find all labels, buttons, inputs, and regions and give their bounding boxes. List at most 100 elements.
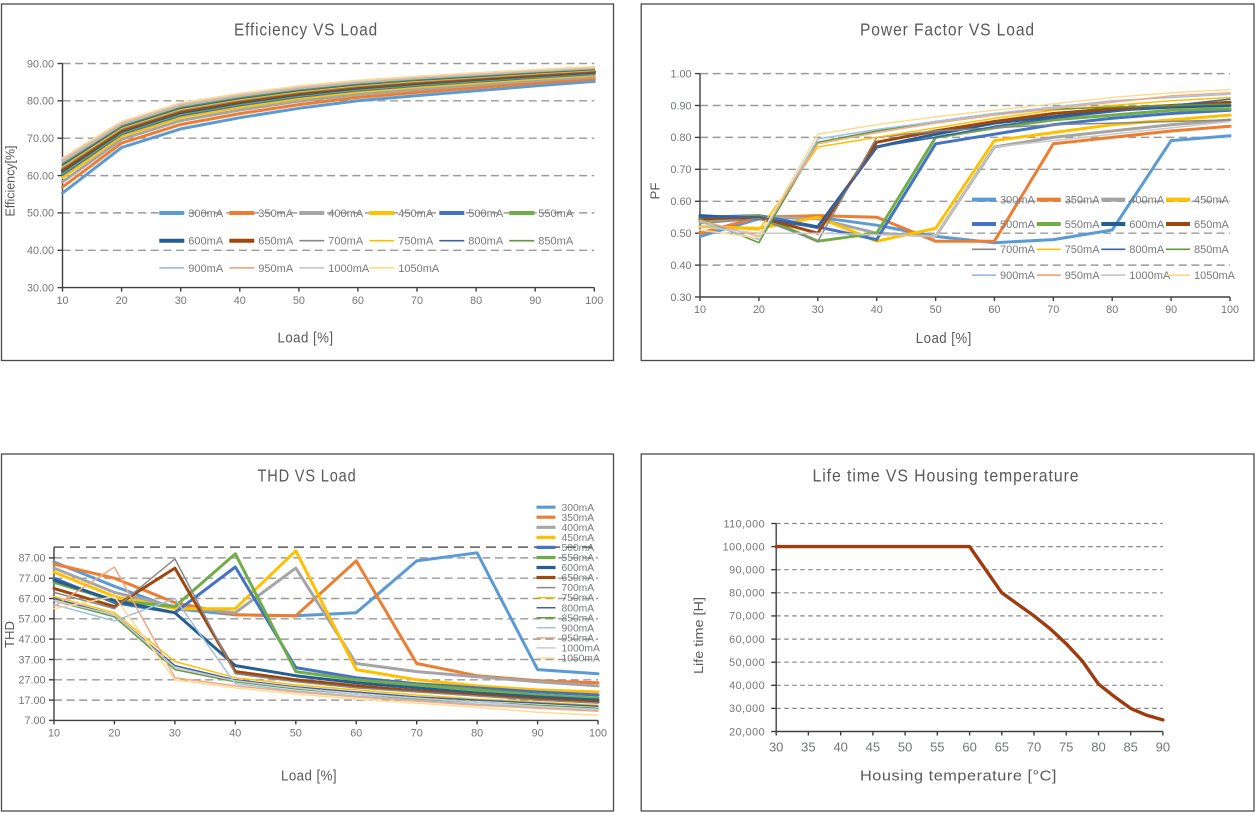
- svg-text:850mA: 850mA: [1194, 244, 1230, 256]
- svg-text:900mA: 900mA: [562, 623, 595, 634]
- svg-text:70.00: 70.00: [27, 133, 54, 145]
- svg-text:900mA: 900mA: [188, 263, 224, 275]
- svg-text:750mA: 750mA: [398, 236, 434, 248]
- svg-text:50: 50: [930, 304, 942, 316]
- svg-text:350mA: 350mA: [258, 208, 294, 220]
- svg-text:1000mA: 1000mA: [562, 644, 600, 655]
- svg-text:600mA: 600mA: [1129, 219, 1165, 231]
- svg-text:450mA: 450mA: [1194, 195, 1230, 207]
- svg-text:750mA: 750mA: [1065, 244, 1101, 256]
- svg-text:40: 40: [833, 739, 847, 754]
- svg-text:850mA: 850mA: [562, 613, 595, 624]
- svg-text:1000mA: 1000mA: [1129, 270, 1171, 282]
- svg-text:1.00: 1.00: [670, 68, 691, 80]
- svg-text:90,000: 90,000: [729, 565, 765, 577]
- svg-text:500mA: 500mA: [1000, 219, 1036, 231]
- svg-text:400mA: 400mA: [562, 523, 595, 534]
- svg-text:70: 70: [411, 295, 423, 307]
- svg-text:750mA: 750mA: [562, 593, 595, 604]
- svg-text:80,000: 80,000: [729, 588, 765, 600]
- svg-text:850mA: 850mA: [538, 236, 574, 248]
- svg-text:35: 35: [801, 739, 815, 754]
- svg-text:60: 60: [350, 728, 362, 740]
- svg-text:80: 80: [471, 728, 483, 740]
- svg-text:800mA: 800mA: [1129, 244, 1165, 256]
- svg-text:950mA: 950mA: [258, 263, 294, 275]
- svg-text:PF: PF: [648, 182, 663, 199]
- svg-text:400mA: 400mA: [1129, 195, 1165, 207]
- svg-text:37.00: 37.00: [18, 654, 45, 666]
- svg-text:60: 60: [352, 295, 364, 307]
- svg-text:0.50: 0.50: [670, 228, 691, 240]
- svg-text:27.00: 27.00: [18, 675, 45, 687]
- svg-text:550mA: 550mA: [562, 553, 595, 564]
- svg-text:60,000: 60,000: [729, 634, 765, 646]
- svg-text:60: 60: [988, 304, 1000, 316]
- svg-text:550mA: 550mA: [1065, 219, 1101, 231]
- svg-text:Life time VS Housing temperatu: Life time VS Housing temperature: [813, 466, 1080, 486]
- svg-text:650mA: 650mA: [562, 573, 595, 584]
- svg-text:Efficiency[%]: Efficiency[%]: [3, 146, 18, 217]
- svg-text:80.00: 80.00: [27, 96, 54, 108]
- svg-text:10: 10: [56, 295, 68, 307]
- svg-text:600mA: 600mA: [562, 563, 595, 574]
- svg-text:80: 80: [470, 295, 482, 307]
- svg-text:70,000: 70,000: [729, 611, 765, 623]
- svg-text:0.90: 0.90: [670, 100, 691, 112]
- svg-text:60: 60: [962, 739, 976, 754]
- svg-text:110,000: 110,000: [723, 518, 765, 530]
- svg-text:47.00: 47.00: [18, 634, 45, 646]
- svg-text:50: 50: [898, 739, 912, 754]
- svg-text:0.80: 0.80: [670, 132, 691, 144]
- svg-text:90: 90: [1165, 304, 1177, 316]
- svg-text:90: 90: [532, 728, 544, 740]
- svg-text:600mA: 600mA: [188, 236, 224, 248]
- svg-text:0.30: 0.30: [670, 292, 691, 304]
- svg-text:20,000: 20,000: [729, 726, 765, 738]
- svg-text:40: 40: [234, 295, 246, 307]
- svg-text:7.00: 7.00: [24, 715, 45, 727]
- svg-text:1050mA: 1050mA: [398, 263, 440, 275]
- svg-text:30: 30: [812, 304, 824, 316]
- svg-text:900mA: 900mA: [1000, 270, 1036, 282]
- svg-text:950mA: 950mA: [1065, 270, 1101, 282]
- svg-text:80: 80: [1106, 304, 1118, 316]
- svg-text:450mA: 450mA: [562, 533, 595, 544]
- svg-text:20: 20: [753, 304, 765, 316]
- svg-text:800mA: 800mA: [468, 236, 504, 248]
- svg-text:50.00: 50.00: [27, 208, 54, 220]
- svg-text:90: 90: [1156, 739, 1170, 754]
- svg-text:Load [%]: Load [%]: [916, 331, 972, 347]
- svg-text:500mA: 500mA: [562, 543, 595, 554]
- svg-text:300mA: 300mA: [562, 503, 595, 514]
- svg-text:100: 100: [1221, 304, 1239, 316]
- svg-text:87.00: 87.00: [18, 553, 45, 565]
- svg-text:65: 65: [995, 739, 1009, 754]
- svg-text:650mA: 650mA: [258, 236, 294, 248]
- svg-text:77.00: 77.00: [18, 573, 45, 585]
- svg-text:650mA: 650mA: [1194, 219, 1230, 231]
- svg-text:57.00: 57.00: [18, 614, 45, 626]
- svg-text:20: 20: [116, 295, 128, 307]
- svg-text:Life time [H]: Life time [H]: [691, 597, 706, 674]
- svg-text:550mA: 550mA: [538, 208, 574, 220]
- svg-text:40: 40: [871, 304, 883, 316]
- svg-text:80: 80: [1091, 739, 1105, 754]
- svg-text:50: 50: [293, 295, 305, 307]
- svg-text:700mA: 700mA: [1000, 244, 1036, 256]
- svg-text:70: 70: [1027, 739, 1041, 754]
- svg-text:50: 50: [290, 728, 302, 740]
- svg-text:75: 75: [1059, 739, 1073, 754]
- svg-text:30,000: 30,000: [729, 703, 765, 715]
- svg-text:60.00: 60.00: [27, 170, 54, 182]
- svg-text:40,000: 40,000: [729, 680, 765, 692]
- svg-text:30: 30: [175, 295, 187, 307]
- svg-text:30: 30: [169, 728, 181, 740]
- svg-text:0.40: 0.40: [670, 260, 691, 272]
- svg-text:300mA: 300mA: [188, 208, 224, 220]
- svg-text:30.00: 30.00: [27, 282, 54, 294]
- svg-text:950mA: 950mA: [562, 634, 595, 645]
- svg-text:Efficiency VS Load: Efficiency VS Load: [234, 20, 378, 40]
- svg-text:0.70: 0.70: [670, 164, 691, 176]
- svg-text:1000mA: 1000mA: [328, 263, 370, 275]
